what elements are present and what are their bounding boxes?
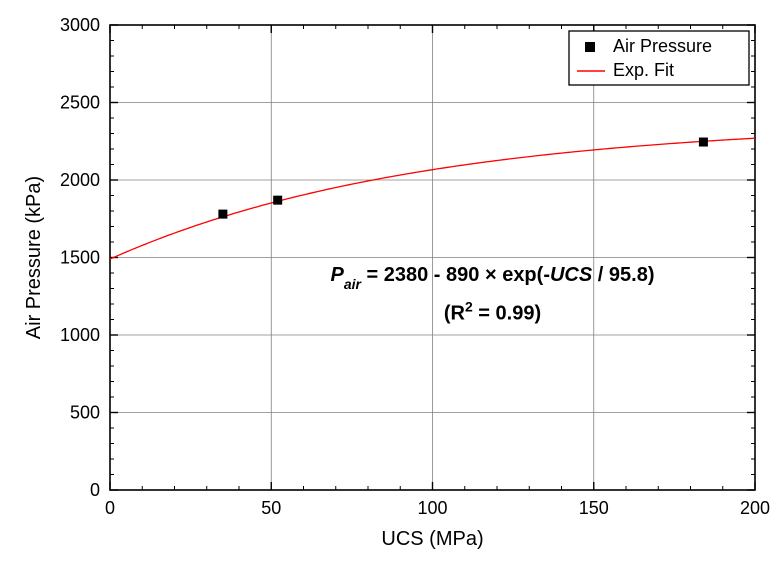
y-tick-label: 500: [70, 403, 100, 423]
data-point: [699, 138, 708, 147]
y-tick-label: 1000: [60, 325, 100, 345]
x-tick-label: 100: [417, 498, 447, 518]
y-tick-label: 1500: [60, 248, 100, 268]
x-tick-label: 150: [579, 498, 609, 518]
x-tick-label: 200: [740, 498, 770, 518]
chart-container: 050100150200050010001500200025003000UCS …: [0, 0, 779, 572]
y-axis-label: Air Pressure (kPa): [23, 176, 45, 339]
chart-svg: 050100150200050010001500200025003000UCS …: [0, 0, 779, 572]
x-axis-label: UCS (MPa): [381, 528, 483, 550]
legend-marker-icon: [585, 42, 595, 52]
data-point: [218, 210, 227, 219]
data-point: [273, 196, 282, 205]
x-tick-label: 50: [261, 498, 281, 518]
x-tick-label: 0: [105, 498, 115, 518]
equation-line-2: (R2 = 0.99): [444, 299, 541, 325]
y-tick-label: 3000: [60, 15, 100, 35]
y-tick-label: 0: [90, 480, 100, 500]
chart-bg: [0, 0, 779, 572]
y-tick-label: 2500: [60, 93, 100, 113]
y-tick-label: 2000: [60, 170, 100, 190]
legend-label: Air Pressure: [613, 36, 712, 56]
legend-label: Exp. Fit: [613, 60, 674, 80]
